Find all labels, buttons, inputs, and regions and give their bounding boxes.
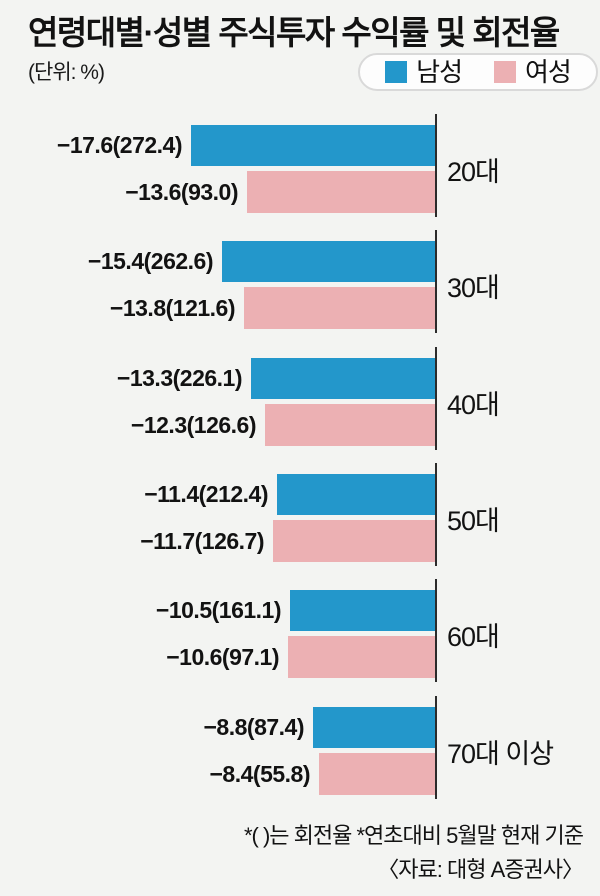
- bar-female: [273, 520, 435, 562]
- chart-group-60s: −10.5(161.1) −10.6(97.1) 60대: [0, 579, 600, 682]
- legend-female-label: 여성: [525, 57, 572, 87]
- chart-group-40s: −13.3(226.1) −12.3(126.6) 40대: [0, 347, 600, 450]
- axis-segment: [435, 696, 437, 799]
- legend: 남성 여성: [358, 53, 598, 91]
- value-label-female: −11.7(126.7): [140, 528, 264, 554]
- bar-male: [222, 241, 435, 282]
- value-label-female: −13.8(121.6): [109, 295, 236, 321]
- axis-segment: [435, 114, 437, 217]
- value-label-female: −13.6(93.0): [125, 179, 238, 205]
- axis-segment: [435, 347, 437, 450]
- chart-group-50s: −11.4(212.4) −11.7(126.7) 50대: [0, 463, 600, 566]
- footnote-source: 〈자료: 대형 A증권사〉: [377, 857, 584, 882]
- bar-female: [247, 171, 435, 213]
- bar-male: [251, 358, 435, 399]
- page-title: 연령대별·성별 주식투자 수익률 및 회전율: [28, 14, 560, 51]
- value-label-female: −10.6(97.1): [166, 644, 279, 670]
- footnote-turnover: *( )는 회전율 *연초대비 5월말 현재 기준: [243, 823, 584, 848]
- value-label-male: −15.4(262.6): [87, 248, 214, 274]
- axis-segment: [435, 463, 437, 566]
- value-label-female: −12.3(126.6): [130, 412, 257, 438]
- value-label-male: −13.3(226.1): [116, 365, 243, 391]
- axis-segment: [435, 579, 437, 682]
- category-label: 40대: [447, 389, 500, 420]
- value-label-female: −8.4(55.8): [209, 761, 311, 787]
- chart-group-20s: −17.6(272.4) −13.6(93.0) 20대: [0, 114, 600, 217]
- value-label-male: −8.8(87.4): [203, 714, 305, 740]
- bar-male: [277, 474, 435, 515]
- value-label-male: −17.6(272.4): [56, 132, 183, 158]
- legend-male-label: 남성: [416, 57, 463, 87]
- bar-female: [288, 636, 435, 678]
- legend-female-swatch: [494, 61, 516, 83]
- bar-female: [319, 753, 435, 795]
- category-label: 70대 이상: [447, 738, 554, 769]
- category-label: 20대: [447, 156, 500, 187]
- bar-female: [244, 287, 435, 329]
- bar-female: [265, 404, 435, 446]
- axis-segment: [435, 230, 437, 333]
- category-label: 60대: [447, 621, 500, 652]
- value-label-male: −10.5(161.1): [155, 597, 282, 623]
- chart-group-30s: −15.4(262.6) −13.8(121.6) 30대: [0, 230, 600, 333]
- value-label-male: −11.4(212.4): [144, 481, 268, 507]
- bar-male: [313, 707, 435, 748]
- bar-male: [290, 590, 435, 631]
- category-label: 50대: [447, 505, 500, 536]
- bar-male: [191, 125, 435, 166]
- legend-male-swatch: [385, 61, 408, 83]
- chart-group-70s-plus: −8.8(87.4) −8.4(55.8) 70대 이상: [0, 696, 600, 799]
- unit-label: (단위: %): [28, 61, 105, 84]
- category-label: 30대: [447, 272, 500, 303]
